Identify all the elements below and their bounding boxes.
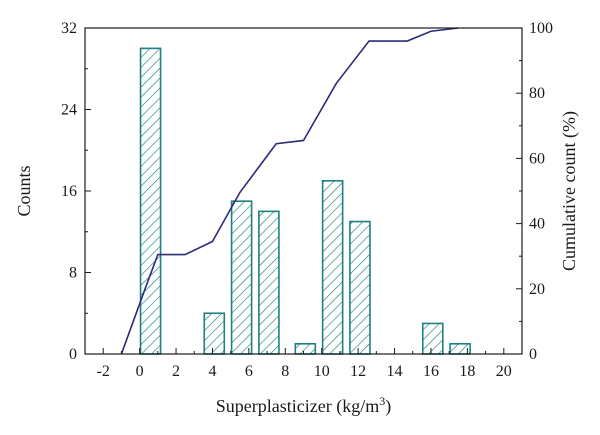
y-axis-title: Counts — [14, 165, 34, 216]
x-axis-title-superscript: 3 — [379, 394, 385, 408]
x-tick-label-11: 20 — [496, 363, 512, 380]
bar-3 — [258, 210, 280, 355]
bar-6 — [349, 220, 371, 355]
x-tick-label-8: 14 — [387, 363, 403, 380]
cumulative-line — [120, 27, 459, 355]
y2-tick-label-1: 20 — [529, 281, 545, 298]
bar-4 — [294, 343, 317, 355]
x-tick-label-6: 10 — [314, 363, 330, 380]
y-tick-label-1: 8 — [69, 265, 77, 282]
x-axis-title-main: Superplasticizer (kg/m — [216, 396, 379, 417]
y2-tick-label-4: 80 — [529, 85, 545, 102]
y2-axis-title: Cumulative count (%) — [559, 111, 580, 271]
x-tick-label-5: 8 — [281, 363, 289, 380]
x-tick-label-3: 4 — [208, 363, 216, 380]
y-tick-label-4: 32 — [61, 20, 77, 37]
y2-tick-label-0: 0 — [529, 346, 537, 363]
x-tick-label-9: 16 — [423, 363, 439, 380]
y-tick-label-0: 0 — [69, 346, 77, 363]
x-axis-title: Superplasticizer (kg/m3) — [216, 394, 391, 417]
bar-1 — [203, 312, 226, 355]
x-tick-label-1: 0 — [136, 363, 144, 380]
bar-5 — [321, 180, 344, 355]
bars-layer — [139, 47, 471, 355]
y2-tick-label-3: 60 — [529, 150, 545, 167]
cumulative-line-layer — [120, 27, 459, 355]
x-tick-label-4: 6 — [245, 363, 253, 380]
bar-2 — [230, 200, 253, 355]
y-tick-label-3: 24 — [61, 102, 77, 119]
y-tick-label-2: 16 — [61, 183, 77, 200]
x-tick-label-2: 2 — [172, 363, 180, 380]
x-tick-label-7: 12 — [350, 363, 366, 380]
bar-0 — [139, 47, 162, 355]
x-tick-label-10: 18 — [459, 363, 475, 380]
x-axis-title-end: ) — [385, 396, 391, 417]
y2-tick-label-5: 100 — [529, 20, 553, 37]
bar-7 — [421, 322, 444, 355]
y2-tick-label-2: 40 — [529, 216, 545, 233]
x-tick-label-0: -2 — [97, 363, 110, 380]
